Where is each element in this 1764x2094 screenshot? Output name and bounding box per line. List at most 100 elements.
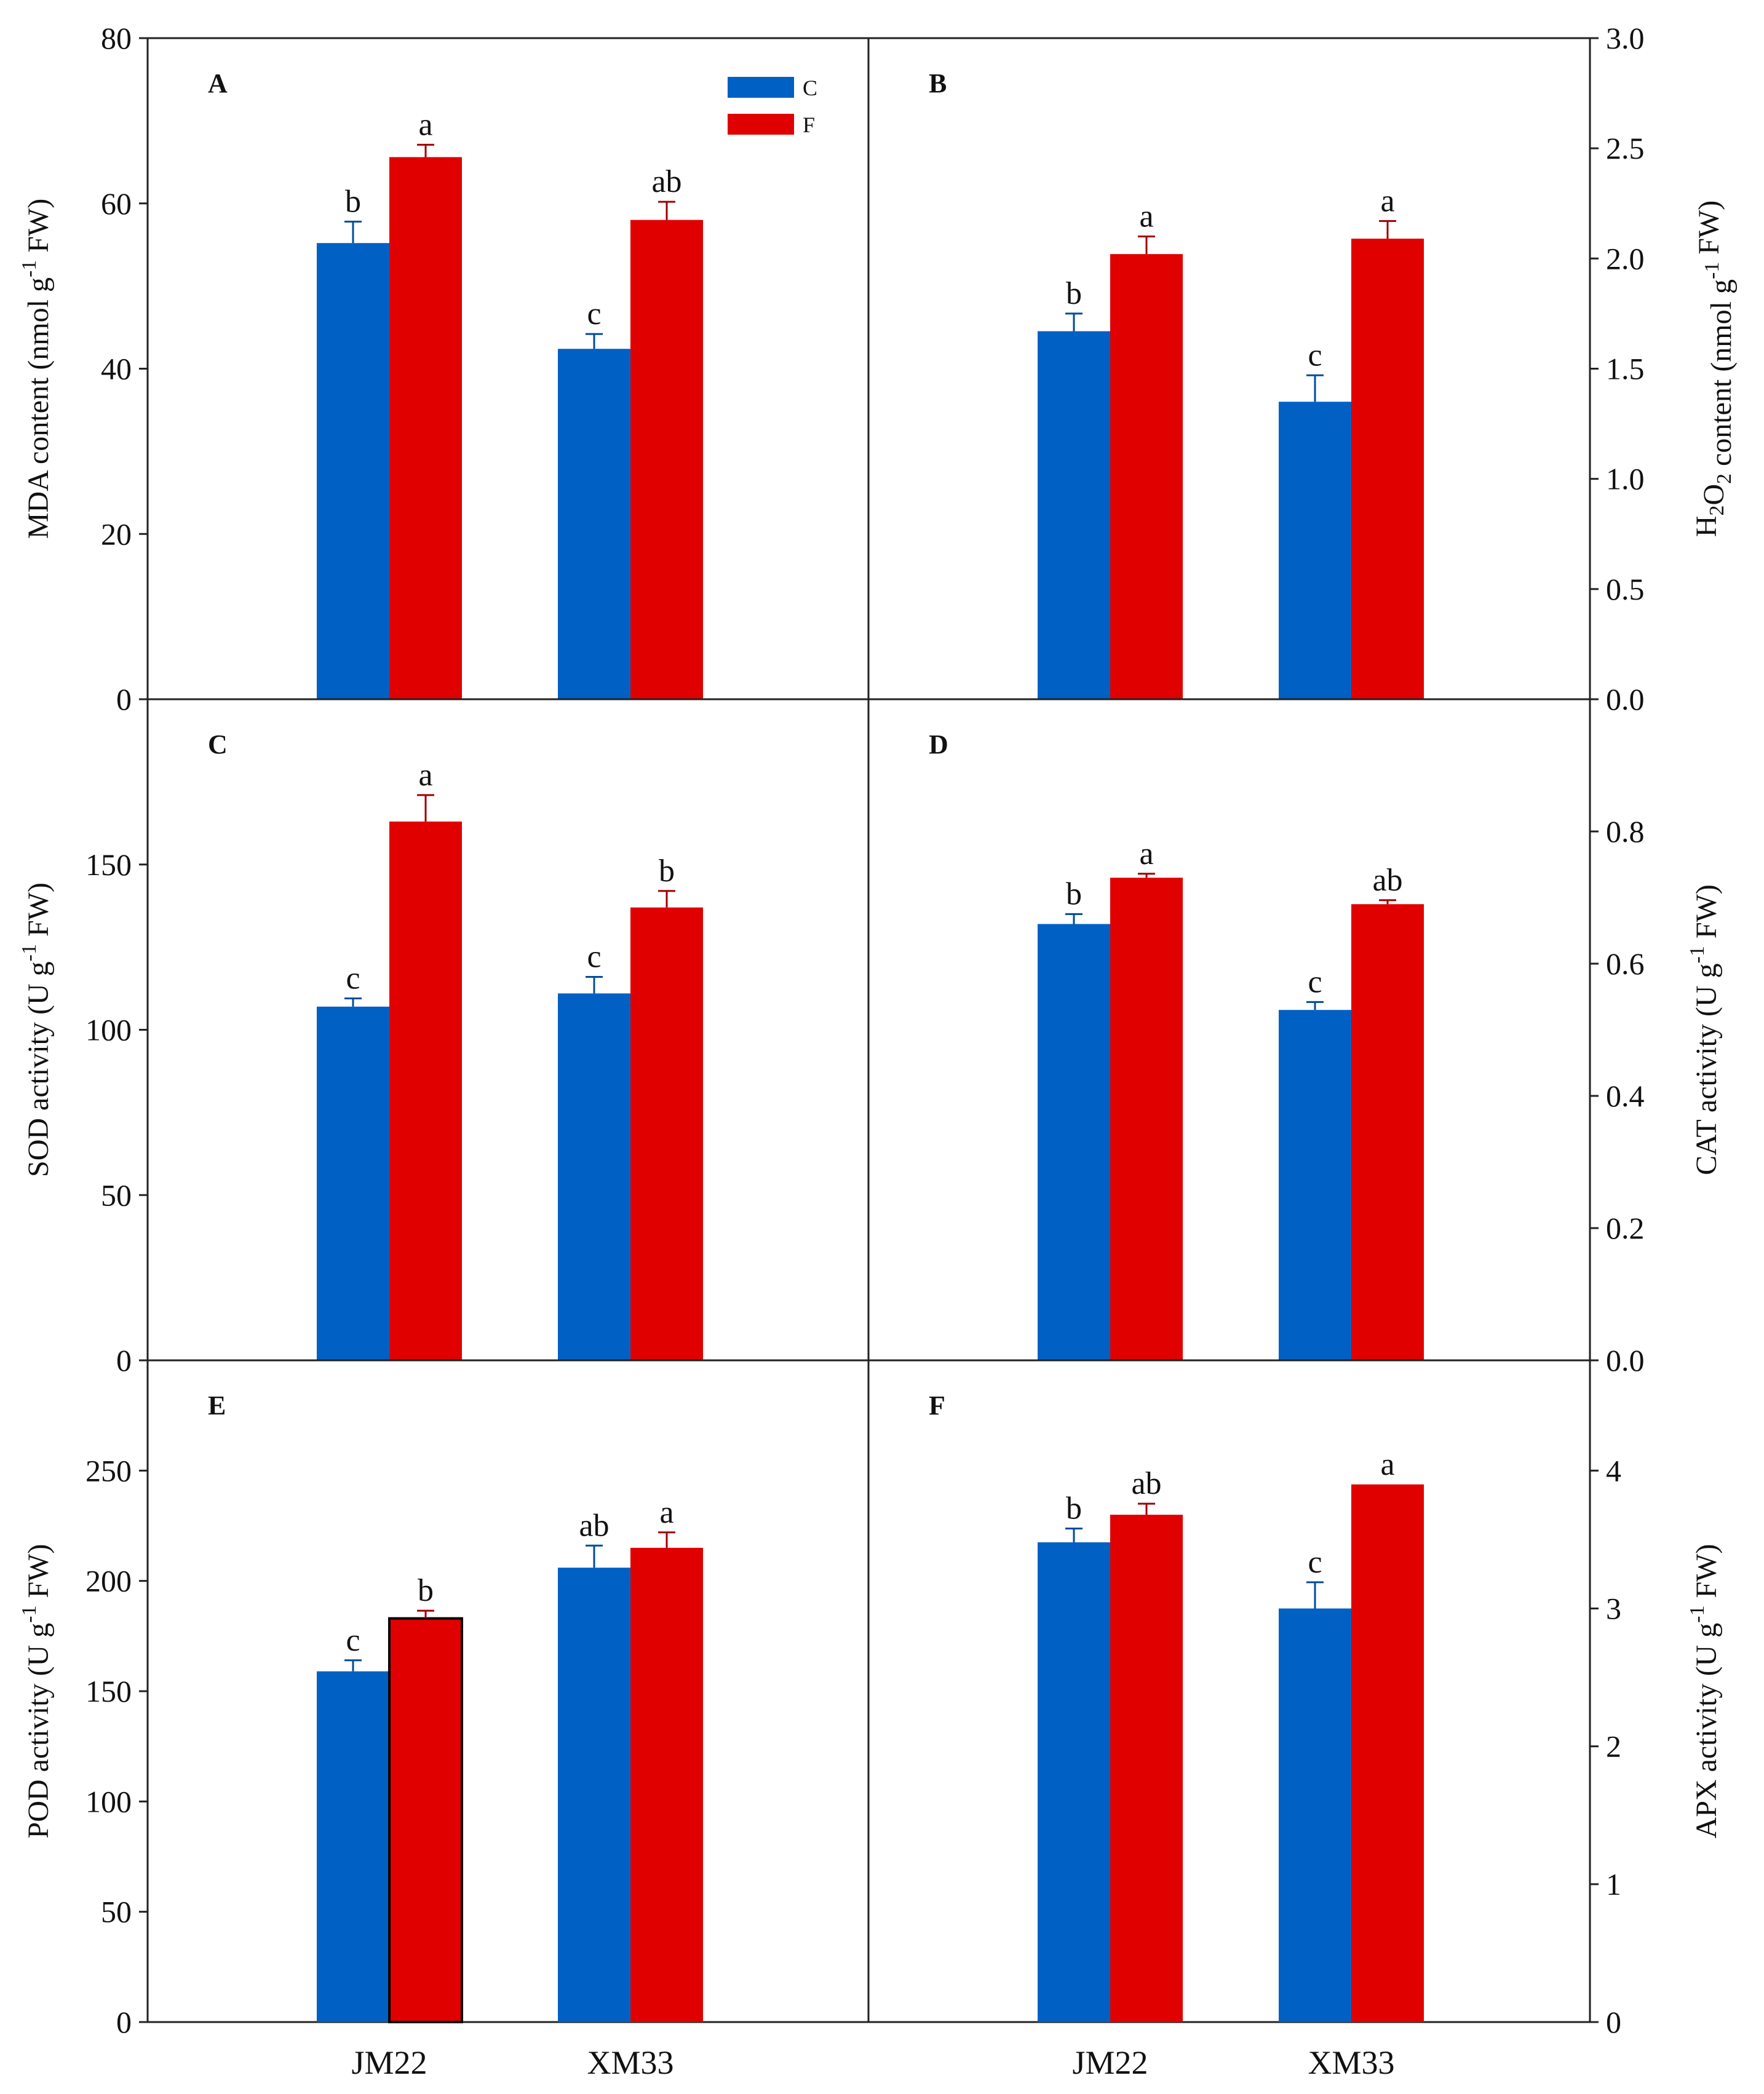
significance-letter: ab — [651, 164, 681, 199]
legend-swatch-C — [728, 77, 794, 98]
bar-C-XM33 — [558, 1568, 630, 2022]
bar-F-XM33 — [630, 220, 703, 699]
y-tick-label: 0 — [116, 682, 132, 716]
bar-C-JM22 — [1038, 1542, 1110, 2022]
panel-frame — [146, 698, 870, 1362]
significance-letter: c — [346, 1623, 360, 1658]
significance-letter: b — [345, 184, 361, 219]
y-axis-label: H2O2 content (nmol g-1 FW) — [1690, 200, 1738, 537]
y-tick-label: 3.0 — [1606, 21, 1645, 55]
significance-letter: c — [1308, 1545, 1322, 1580]
significance-letter: ab — [1131, 1466, 1161, 1501]
significance-letter: a — [1380, 183, 1394, 218]
legend-label: F — [803, 113, 815, 137]
bar-C-JM22 — [317, 243, 389, 699]
legend-swatch-F — [728, 114, 794, 135]
y-tick-label: 2.5 — [1606, 131, 1645, 165]
panel-E: 0 50 100 150 200 250 POD activity (U g-1 FW) Ec… — [18, 1359, 870, 2081]
significance-letter: a — [418, 758, 432, 793]
legend-label: C — [803, 76, 817, 100]
bar-F-JM22 — [388, 1617, 463, 2023]
significance-letter: a — [1139, 199, 1153, 234]
significance-letter: c — [1308, 964, 1322, 999]
y-tick-label: 2.0 — [1606, 241, 1645, 276]
y-tick-label: 4 — [1606, 1453, 1621, 1488]
panel-frame — [867, 698, 1591, 1362]
significance-letter: c — [1308, 338, 1322, 373]
category-label: JM22 — [351, 2044, 427, 2081]
panel-letter: F — [929, 1390, 945, 1421]
significance-letter: b — [418, 1573, 434, 1608]
panel-frame — [146, 1359, 870, 2023]
significance-letter: c — [587, 940, 601, 975]
y-tick-label: 0.8 — [1606, 814, 1645, 849]
panel-D: 0.0 0.2 0.4 0.6 0.8 CAT activity (U g-1 FW) Db… — [867, 698, 1723, 1378]
y-tick-label: 0.0 — [1606, 682, 1645, 716]
y-tick-label: 2 — [1606, 1729, 1621, 1764]
significance-letter: b — [1066, 876, 1082, 911]
category-label: JM22 — [1072, 2044, 1148, 2081]
y-axis-label: CAT activity (U g-1 FW) — [1686, 884, 1723, 1175]
y-tick-label: 1.5 — [1606, 352, 1645, 386]
bar-C-JM22 — [317, 1671, 389, 2022]
category-label: XM33 — [1308, 2044, 1394, 2081]
bar-F-XM33 — [630, 907, 703, 1360]
y-axis-label: SOD activity (U g-1 FW) — [18, 882, 55, 1177]
panel-B: 0.0 0.5 1.0 1.5 2.0 2.5 3.0 H2O2 content (nmol … — [867, 21, 1738, 716]
significance-letter: a — [418, 107, 432, 142]
y-tick-label: 80 — [101, 21, 132, 55]
bar-F-JM22 — [389, 157, 462, 699]
significance-letter: a — [1380, 1447, 1394, 1482]
y-tick-label: 0.4 — [1606, 1079, 1645, 1113]
y-tick-label: 200 — [85, 1564, 132, 1598]
panel-letter: E — [208, 1390, 226, 1421]
y-axis-label: APX activity (U g-1 FW) — [1686, 1544, 1723, 1839]
y-tick-label: 0 — [1606, 2005, 1621, 2039]
significance-letter: b — [659, 854, 675, 889]
panel-frame — [146, 37, 870, 700]
panel-frame — [867, 37, 1591, 700]
y-tick-label: 1.0 — [1606, 462, 1645, 496]
bar-F-JM22 — [1110, 254, 1183, 700]
bar-F-XM33 — [1351, 1484, 1424, 2022]
bar-C-XM33 — [1279, 1608, 1351, 2022]
bar-F-JM22 — [389, 821, 462, 1360]
y-tick-label: 50 — [101, 1178, 132, 1212]
category-label: XM33 — [587, 2044, 673, 2081]
bar-F-JM22 — [1110, 878, 1183, 1360]
bar-F-XM33 — [1351, 239, 1424, 699]
panel-frame — [867, 1359, 1591, 2023]
significance-letter: ab — [1372, 863, 1402, 898]
y-tick-label: 150 — [85, 1674, 132, 1708]
panel-letter: A — [208, 68, 228, 98]
y-tick-label: 100 — [85, 1013, 132, 1047]
y-tick-label: 0.2 — [1606, 1211, 1645, 1245]
y-tick-label: 0 — [116, 1343, 132, 1378]
significance-letter: c — [346, 961, 360, 996]
y-tick-label: 250 — [85, 1453, 132, 1488]
y-tick-label: 50 — [101, 1895, 132, 1929]
bar-C-JM22 — [1038, 924, 1110, 1360]
panel-F: 0 1 2 3 4 APX activity (U g-1 FW) Fb ab JM22 c a XM… — [867, 1359, 1723, 2081]
y-tick-label: 40 — [101, 352, 132, 386]
bar-C-JM22 — [1038, 331, 1110, 699]
y-tick-label: 1 — [1606, 1867, 1621, 1902]
bar-C-JM22 — [317, 1006, 389, 1360]
panel-letter: D — [929, 729, 948, 759]
significance-letter: a — [1139, 836, 1153, 871]
panel-letter: B — [929, 68, 947, 98]
y-tick-label: 0 — [116, 2005, 132, 2039]
bar-F-JM22 — [1110, 1515, 1183, 2022]
bar-F-XM33 — [1351, 904, 1424, 1360]
significance-letter: a — [659, 1495, 673, 1530]
bar-C-XM33 — [558, 349, 630, 699]
panel-letter: C — [208, 729, 228, 759]
panel-C: 0 50 100 150 SOD activity (U g-1 FW) Cc a c b — [18, 698, 870, 1378]
bar-C-XM33 — [1279, 402, 1351, 699]
y-axis-label: MDA content (nmol g-1 FW) — [18, 199, 55, 539]
bar-C-XM33 — [558, 993, 630, 1360]
y-tick-label: 0.0 — [1606, 1343, 1645, 1378]
y-tick-label: 20 — [101, 517, 132, 551]
